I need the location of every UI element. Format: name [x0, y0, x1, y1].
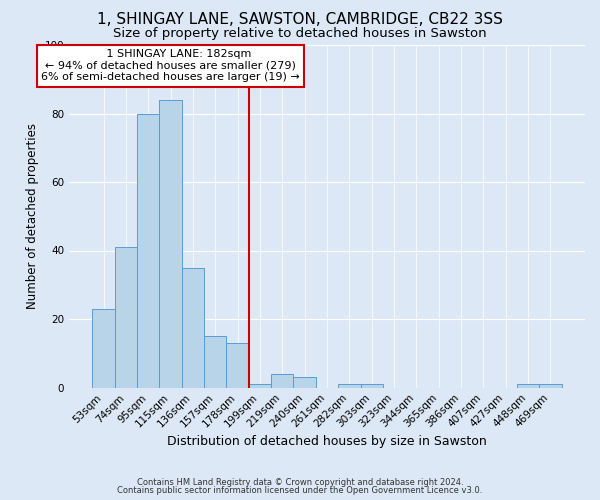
Bar: [226, 343, 249, 388]
Bar: [204, 336, 226, 388]
Text: 1, SHINGAY LANE, SAWSTON, CAMBRIDGE, CB22 3SS: 1, SHINGAY LANE, SAWSTON, CAMBRIDGE, CB2…: [97, 12, 503, 28]
Bar: [137, 114, 160, 388]
Bar: [92, 308, 115, 388]
Text: Contains public sector information licensed under the Open Government Licence v3: Contains public sector information licen…: [118, 486, 482, 495]
Bar: [517, 384, 539, 388]
X-axis label: Distribution of detached houses by size in Sawston: Distribution of detached houses by size …: [167, 435, 487, 448]
Bar: [293, 377, 316, 388]
Bar: [361, 384, 383, 388]
Text: 1 SHINGAY LANE: 182sqm
← 94% of detached houses are smaller (279)
6% of semi-det: 1 SHINGAY LANE: 182sqm ← 94% of detached…: [41, 49, 300, 82]
Text: Size of property relative to detached houses in Sawston: Size of property relative to detached ho…: [113, 28, 487, 40]
Y-axis label: Number of detached properties: Number of detached properties: [26, 123, 39, 309]
Bar: [160, 100, 182, 388]
Bar: [115, 247, 137, 388]
Bar: [249, 384, 271, 388]
Bar: [182, 268, 204, 388]
Bar: [338, 384, 361, 388]
Text: Contains HM Land Registry data © Crown copyright and database right 2024.: Contains HM Land Registry data © Crown c…: [137, 478, 463, 487]
Bar: [271, 374, 293, 388]
Bar: [539, 384, 562, 388]
